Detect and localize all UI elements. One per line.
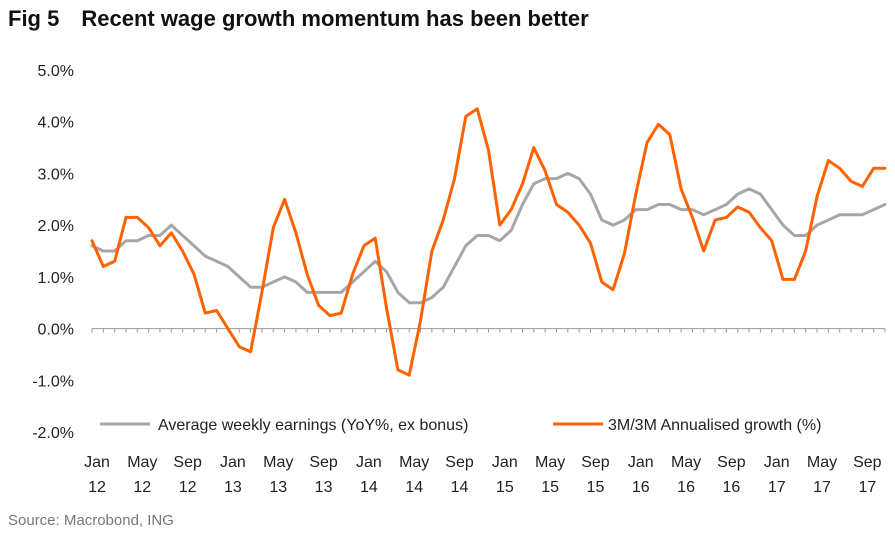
x-tick-year: 15	[541, 479, 559, 496]
x-tick-year: 16	[723, 479, 741, 496]
x-tick-month: May	[671, 454, 701, 471]
legend: Average weekly earnings (YoY%, ex bonus)…	[100, 417, 821, 434]
y-axis: -2.0% -1.0% 0.0% 1.0% 2.0% 3.0% 4.0% 5.0%	[32, 63, 74, 442]
y-tick-label: 2.0%	[38, 218, 74, 235]
x-tick-month: Jan	[628, 454, 654, 471]
chart-title: Fig 5 Recent wage growth momentum has bee…	[8, 6, 589, 32]
x-tick-month: May	[807, 454, 837, 471]
x-tick-month: Jan	[492, 454, 518, 471]
series-line-1	[90, 171, 887, 305]
y-tick-label: 5.0%	[38, 63, 74, 80]
x-tick-year: 14	[405, 479, 423, 496]
x-tick-year: 14	[360, 479, 378, 496]
figure-label: Fig 5	[8, 6, 60, 31]
x-tick-month: Sep	[173, 454, 202, 471]
x-tick-month: Sep	[309, 454, 338, 471]
x-tick-year: 15	[496, 479, 514, 496]
x-tick-month: Jan	[84, 454, 110, 471]
x-tick-month: May	[399, 454, 429, 471]
x-tick-year: 14	[451, 479, 469, 496]
series-lines	[90, 107, 887, 377]
x-tick-month: May	[263, 454, 293, 471]
x-tick-year: 17	[858, 479, 876, 496]
x-tick-year: 16	[677, 479, 695, 496]
x-tick-month: Sep	[717, 454, 746, 471]
x-tick-year: 13	[269, 479, 287, 496]
x-tick-year: 17	[768, 479, 786, 496]
x-tick-month: Jan	[764, 454, 790, 471]
y-tick-label: 3.0%	[38, 166, 74, 183]
x-axis: Jan 12 May 12 Sep 12 Jan 13 May 13 Sep 13 Jan 14 May 14…	[84, 328, 886, 496]
x-tick-year: 17	[813, 479, 831, 496]
x-tick-year: 13	[224, 479, 242, 496]
legend-label: 3M/3M Annualised growth (%)	[608, 417, 821, 434]
y-tick-label: 0.0%	[38, 322, 74, 339]
y-tick-label: 4.0%	[38, 115, 74, 132]
y-tick-label: -1.0%	[32, 373, 74, 390]
y-tick-label: -2.0%	[32, 425, 74, 442]
series-line-2	[90, 107, 887, 377]
x-tick-year: 13	[315, 479, 333, 496]
x-tick-month: May	[127, 454, 157, 471]
x-tick-month: May	[535, 454, 565, 471]
x-tick-month: Sep	[445, 454, 474, 471]
x-tick-month: Jan	[220, 454, 246, 471]
title-text: Recent wage growth momentum has been bet…	[81, 6, 589, 31]
x-tick-year: 15	[587, 479, 605, 496]
x-tick-year: 12	[179, 479, 197, 496]
y-tick-label: 1.0%	[38, 270, 74, 287]
x-tick-month: Sep	[581, 454, 610, 471]
x-tick-month: Sep	[853, 454, 882, 471]
x-tick-year: 12	[88, 479, 106, 496]
x-tick-year: 16	[632, 479, 650, 496]
legend-label: Average weekly earnings (YoY%, ex bonus)	[158, 417, 468, 434]
source-note: Source: Macrobond, ING	[8, 512, 174, 529]
x-tick-year: 12	[133, 479, 151, 496]
x-tick-month: Jan	[356, 454, 382, 471]
